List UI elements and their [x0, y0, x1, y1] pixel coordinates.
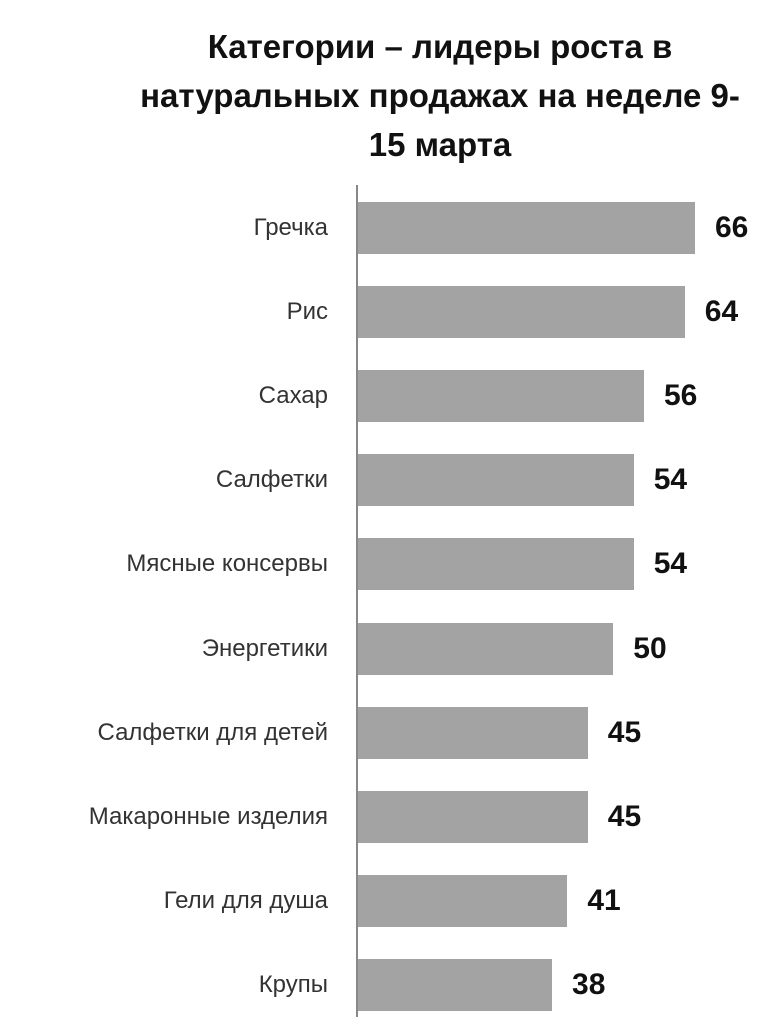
value-label: 56	[663, 379, 698, 413]
category-label: Гречка	[253, 214, 328, 241]
bar	[358, 706, 588, 759]
category-label: Мясные консервы	[126, 550, 328, 578]
category-label: Энергетики	[201, 634, 328, 662]
category-label: Салфетки	[215, 466, 328, 494]
bar	[358, 538, 634, 591]
value-label: 45	[607, 715, 642, 749]
category-label: Макаронные изделия	[88, 802, 328, 830]
bar	[358, 790, 588, 843]
bar	[358, 454, 634, 507]
category-label: Рис	[286, 298, 328, 326]
value-label: 38	[572, 967, 606, 1001]
category-label: Салфетки для детей	[97, 718, 328, 746]
value-label: 64	[704, 295, 739, 329]
bar	[358, 958, 553, 1011]
category-label: Крупы	[258, 970, 328, 998]
category-label: Сахар	[258, 382, 328, 410]
value-label: 50	[633, 631, 667, 665]
chart-title: Категории – лидеры роста в натуральных п…	[140, 28, 740, 163]
value-label: 54	[653, 463, 688, 497]
value-label: 45	[607, 799, 642, 833]
category-label: Гели для душа	[163, 886, 328, 914]
bar	[358, 874, 568, 927]
value-label: 41	[587, 883, 621, 917]
value-label: 54	[653, 547, 688, 581]
value-label: 66	[715, 211, 749, 244]
bar	[358, 622, 614, 675]
bar	[358, 286, 685, 339]
bar	[358, 370, 644, 423]
category-axis	[356, 185, 358, 1017]
bar	[358, 202, 695, 254]
